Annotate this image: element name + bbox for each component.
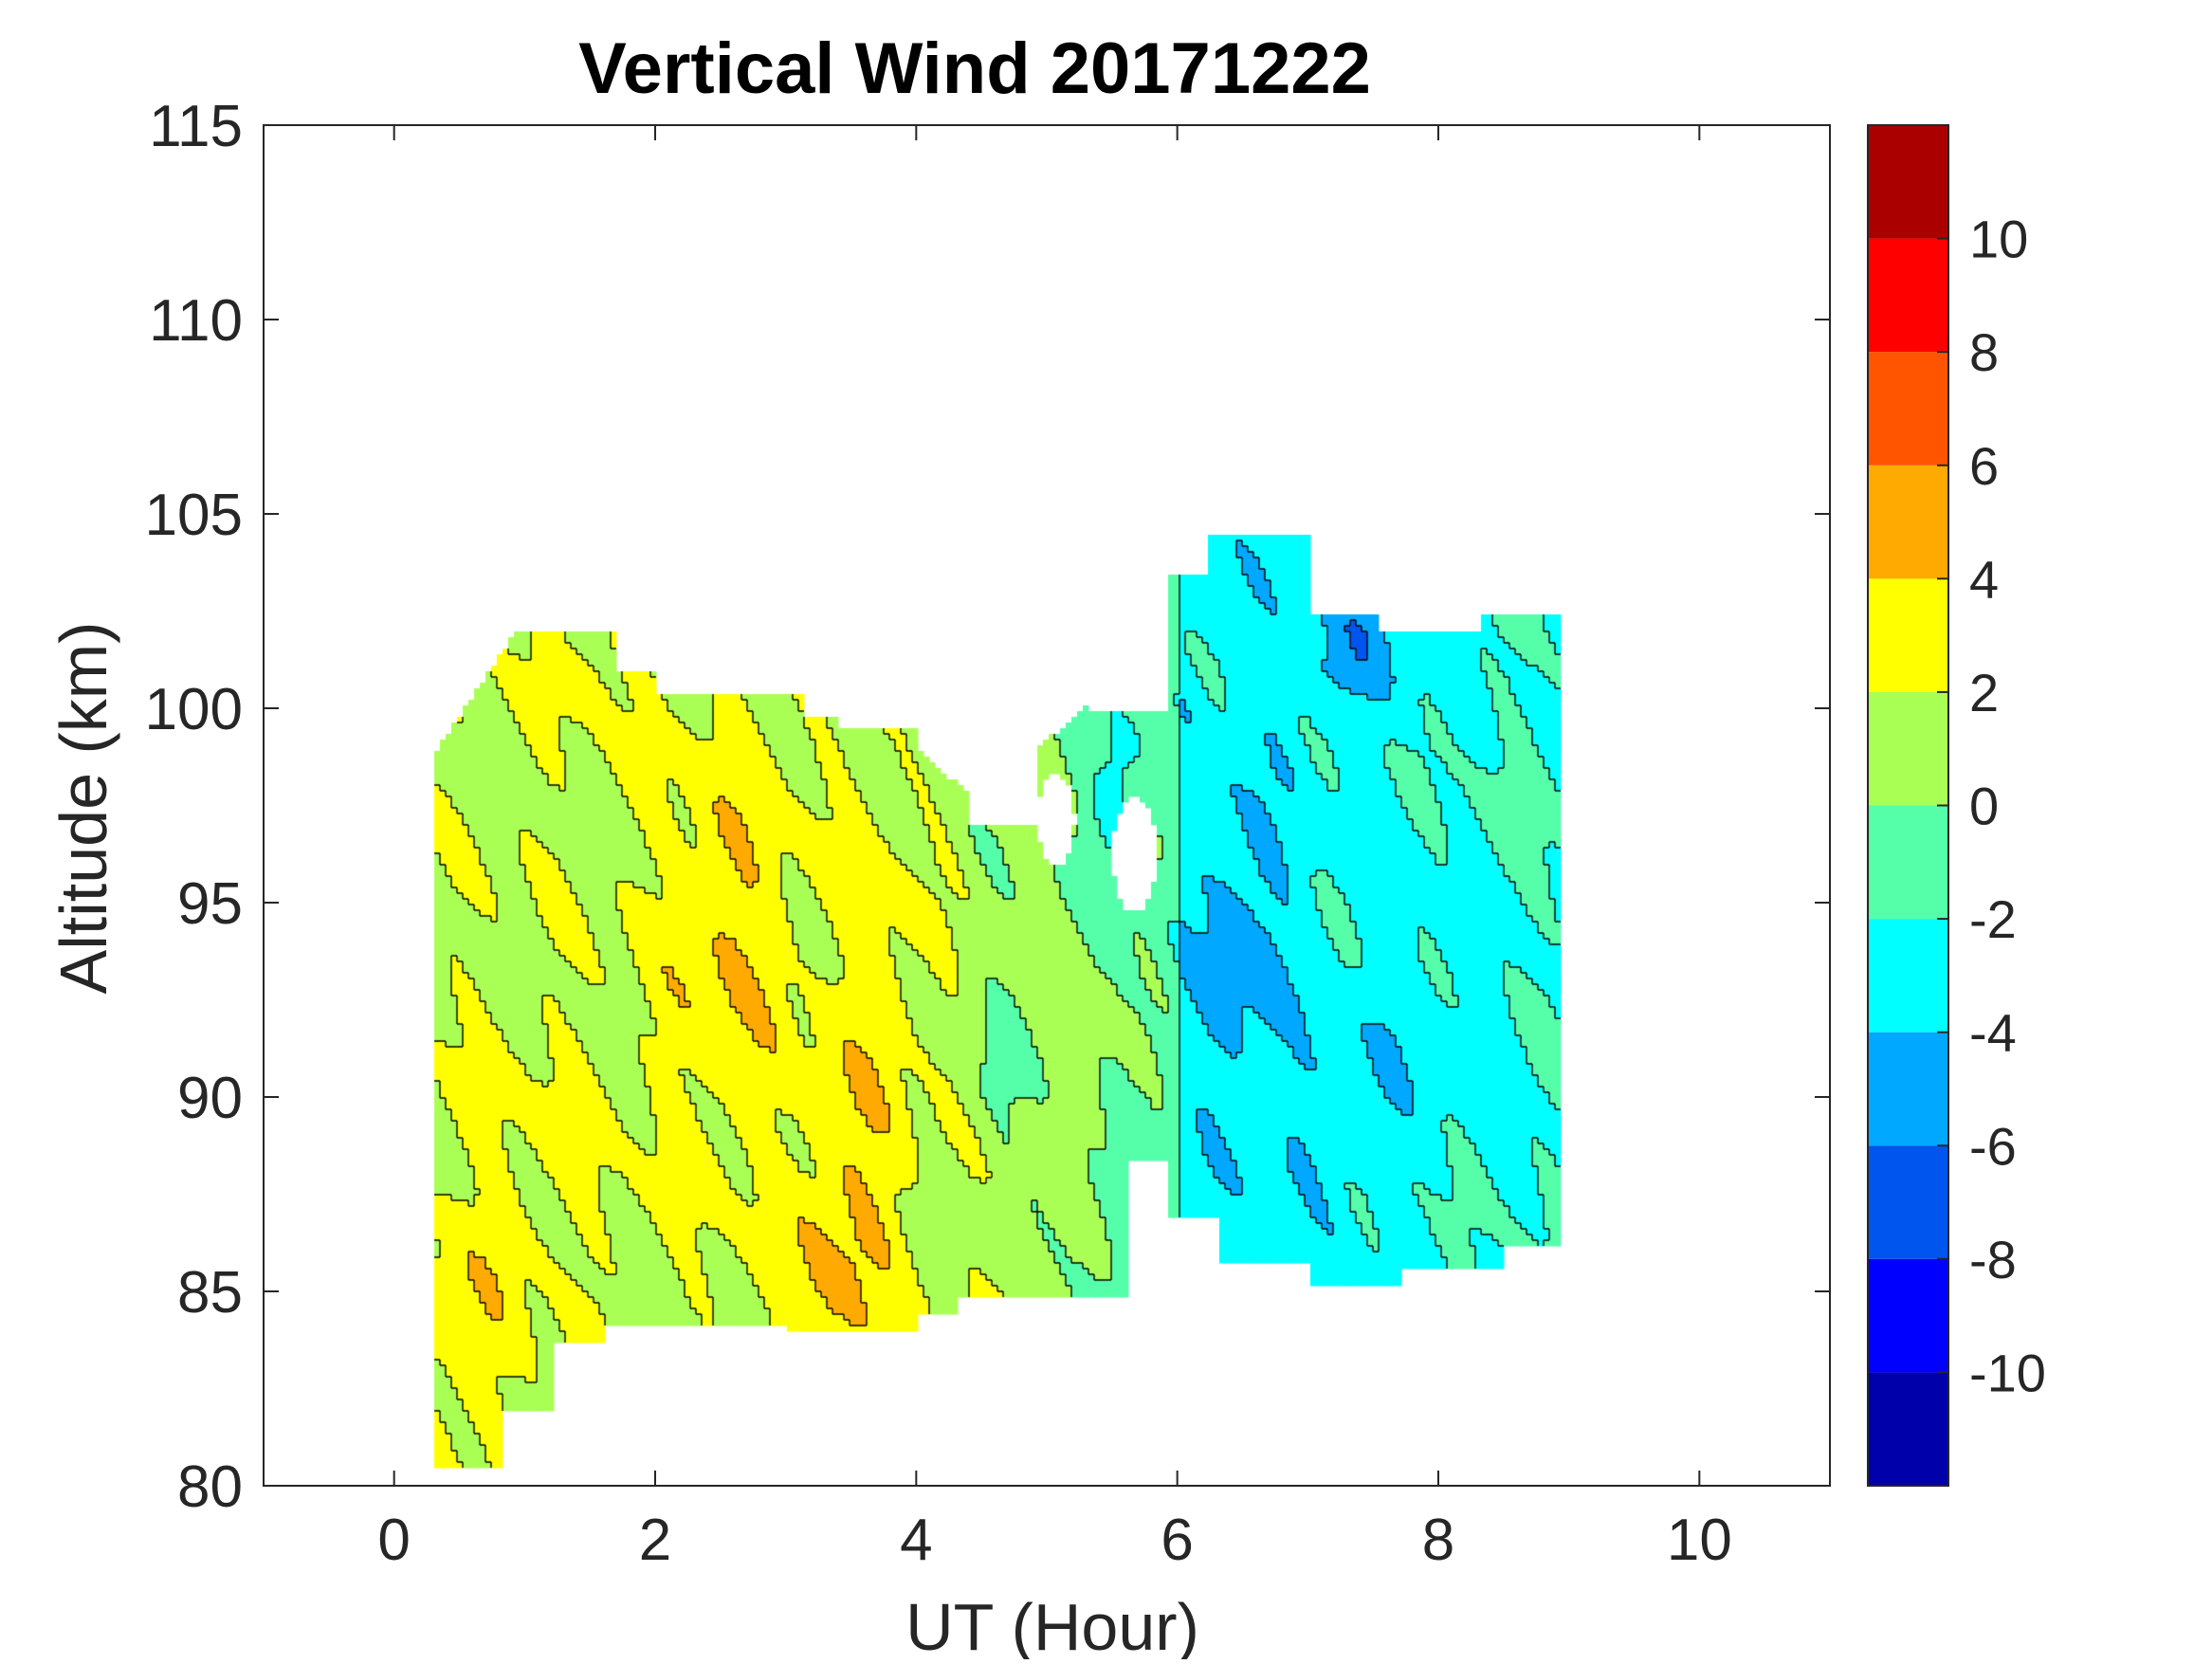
colorbar-segment	[1868, 238, 1948, 353]
plot-frame	[263, 124, 1831, 1487]
colorbar: -10 -8 -6 -4 -2 0 2 4 6 8 10	[1867, 124, 2046, 1487]
axes: 0 2 4 6 8 10 80 85 90 95 100 105 110 115	[145, 94, 1831, 1573]
colorbar-segment	[1868, 1145, 1948, 1259]
colorbar-tick-label: -4	[1969, 1003, 2017, 1063]
colorbar-segment	[1868, 1258, 1948, 1373]
colorbar-segment	[1868, 352, 1948, 466]
colorbar-tick-label: -2	[1969, 889, 2017, 949]
y-tick-label: 95	[177, 871, 243, 937]
x-tick-label: 4	[900, 1508, 932, 1573]
y-axis-label: Altitude (km)	[46, 622, 120, 995]
colorbar-tick-label: -6	[1969, 1116, 2017, 1176]
colorbar-tick-label: 6	[1969, 436, 1999, 496]
colorbar-segment	[1868, 691, 1948, 806]
y-tick-label: 115	[149, 94, 243, 159]
contour-fill-image	[264, 125, 1830, 1486]
x-tick-label: 8	[1422, 1508, 1454, 1573]
colorbar-segment	[1868, 125, 1948, 239]
colorbar-tick-label: 4	[1969, 549, 1999, 609]
contour-field	[264, 125, 1830, 1486]
colorbar-tick-label: 8	[1969, 322, 1999, 382]
colorbar-segment	[1868, 465, 1948, 579]
y-tick-label: 105	[145, 483, 243, 548]
x-axis-label: UT (Hour)	[905, 1590, 1199, 1659]
colorbar-tick-label: 10	[1969, 210, 2028, 269]
y-tick-label: 90	[177, 1066, 243, 1131]
x-tick-label: 2	[639, 1508, 671, 1573]
chart-title: Vertical Wind 20171222	[578, 28, 1371, 109]
colorbar-tick-label: 0	[1969, 777, 1999, 836]
y-tick-label: 100	[145, 677, 243, 742]
colorbar-tick-label: 2	[1969, 663, 1999, 722]
colorbar-tick-label: -8	[1969, 1230, 2017, 1289]
colorbar-segment	[1868, 1032, 1948, 1146]
colorbar-segment	[1868, 805, 1948, 920]
y-tick-label: 85	[177, 1260, 243, 1326]
x-tick-label: 0	[377, 1508, 410, 1573]
colorbar-segment	[1868, 578, 1948, 692]
y-tick-label: 80	[177, 1454, 243, 1520]
x-tick-label: 10	[1667, 1508, 1732, 1573]
colorbar-segment	[1868, 1372, 1948, 1486]
y-tick-label: 110	[149, 288, 243, 354]
x-tick-label: 6	[1161, 1508, 1193, 1573]
colorbar-tick-label: -10	[1969, 1343, 2046, 1402]
colorbar-segment	[1868, 919, 1948, 1033]
